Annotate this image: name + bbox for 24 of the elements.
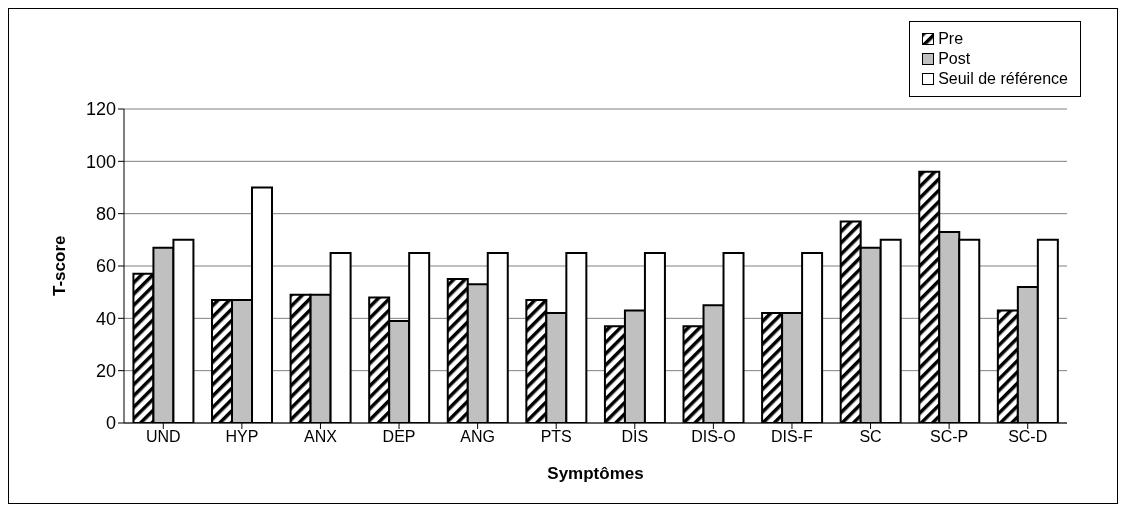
x-tick-label: SC-D <box>1008 428 1048 446</box>
y-tick-label: 60 <box>95 256 116 277</box>
y-tick-label: 100 <box>85 151 116 172</box>
y-tick-label: 120 <box>85 99 116 120</box>
x-axis-title: Symptômes <box>547 464 644 483</box>
y-tick-label: 40 <box>95 308 116 329</box>
x-tick-label: DIS-F <box>771 428 814 446</box>
x-tick-label: DIS-O <box>691 428 736 446</box>
x-tick-label: SC <box>859 428 882 446</box>
x-tick-label: SC-P <box>930 428 969 446</box>
x-tick-label: DIS <box>621 428 649 446</box>
y-axis-title: T-score <box>50 235 70 296</box>
x-tick-label: ANX <box>304 428 338 446</box>
legend-label: Post <box>938 50 971 68</box>
legend-label: Pre <box>938 30 964 48</box>
y-tick-label: 20 <box>95 361 116 382</box>
legend-label: Seuil de référence <box>938 70 1068 88</box>
y-tick-label: 0 <box>105 413 116 434</box>
x-tick-label: PTS <box>540 428 572 446</box>
x-tick-label: DEP <box>382 428 416 446</box>
x-tick-label: UND <box>145 428 181 446</box>
y-tick-label: 80 <box>95 204 116 225</box>
x-tick-label: HYP <box>225 428 259 446</box>
x-tick-label: ANG <box>460 428 495 446</box>
